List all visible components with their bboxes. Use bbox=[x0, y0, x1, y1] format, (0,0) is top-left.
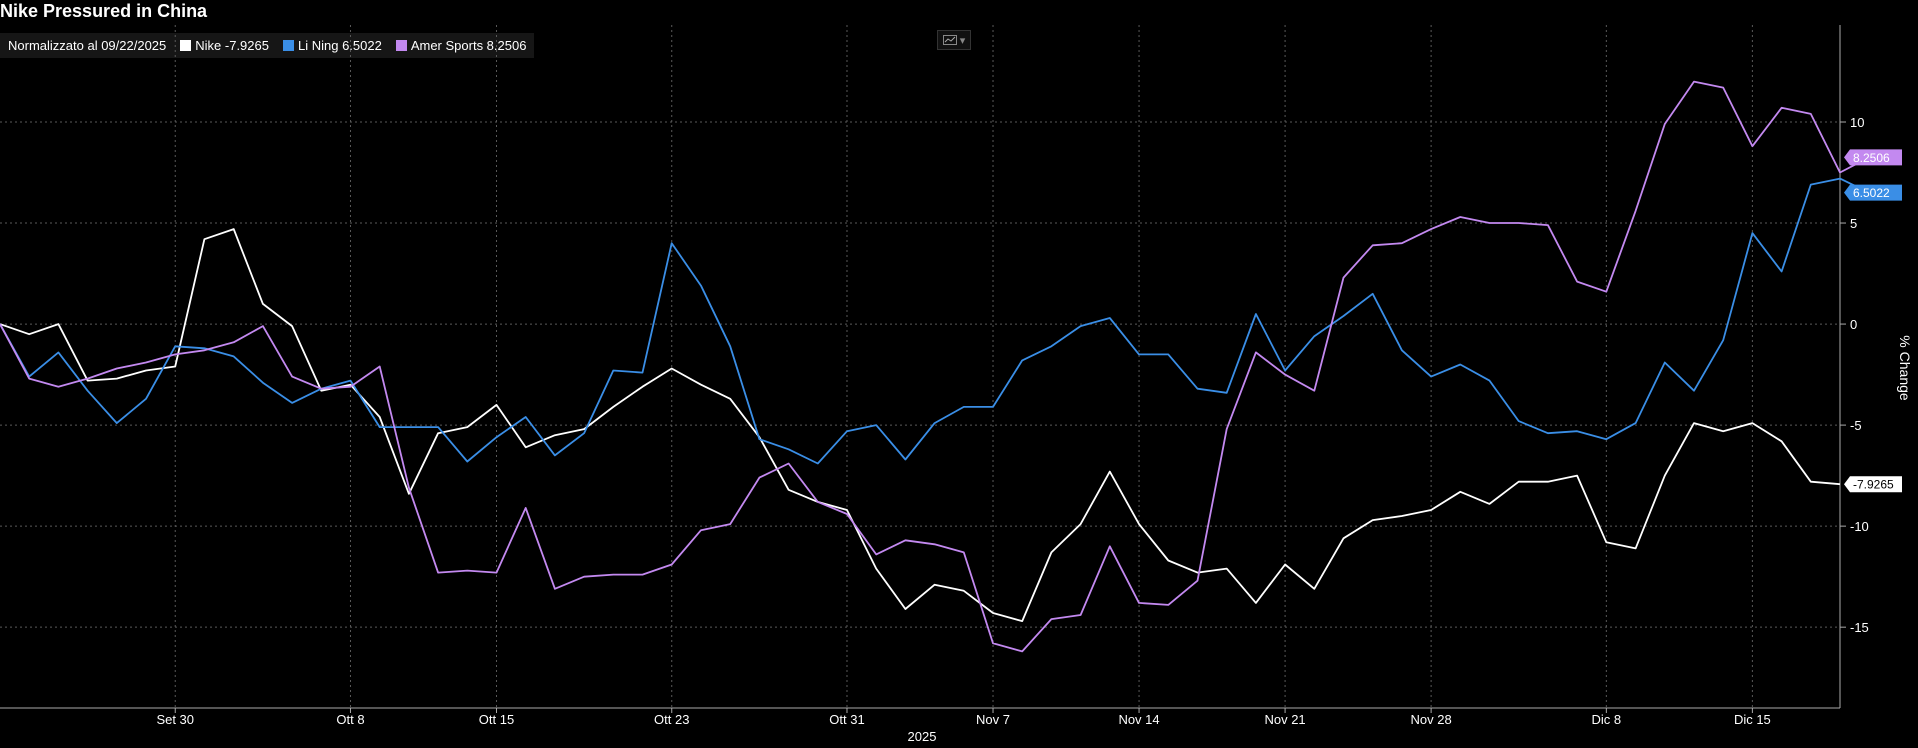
y-tick-label: -10 bbox=[1850, 519, 1869, 534]
x-tick-label: Nov 28 bbox=[1411, 712, 1452, 727]
legend-item-amer-sports[interactable]: Amer Sports 8.2506 bbox=[395, 38, 527, 53]
y-tick-label: -5 bbox=[1850, 418, 1862, 433]
last-value-tag-nike: -7.9265 bbox=[1844, 476, 1902, 493]
y-tick-label: 5 bbox=[1850, 216, 1857, 231]
x-tick-label: Ott 8 bbox=[336, 712, 364, 727]
series-line-nike[interactable] bbox=[0, 228, 1841, 622]
x-tick-label: Ott 31 bbox=[829, 712, 864, 727]
legend-swatch-li-ning bbox=[282, 40, 294, 51]
series-line-li-ning[interactable] bbox=[0, 177, 1870, 465]
x-tick-label: Set 30 bbox=[156, 712, 194, 727]
last-value-tag-li-ning: 6.5022 bbox=[1844, 184, 1902, 201]
x-tick-label: Dic 15 bbox=[1734, 712, 1771, 727]
last-value-tag-bg bbox=[1844, 149, 1902, 166]
series-line-amer-sports[interactable] bbox=[0, 80, 1870, 653]
x-tick-label: Nov 14 bbox=[1118, 712, 1159, 727]
legend-label-li-ning: Li Ning 6.5022 bbox=[297, 38, 382, 53]
chart-title: Nike Pressured in China bbox=[0, 1, 208, 21]
last-value-tag-label: -7.9265 bbox=[1853, 478, 1894, 492]
legend-item-li-ning[interactable]: Li Ning 6.5022 bbox=[282, 38, 382, 53]
x-tick-label: Ott 23 bbox=[654, 712, 689, 727]
y-tick-label: 10 bbox=[1850, 115, 1864, 130]
x-tick-label: Dic 8 bbox=[1592, 712, 1622, 727]
legend-swatch-amer-sports bbox=[395, 40, 407, 51]
last-value-tag-bg bbox=[1844, 476, 1902, 493]
chart-type-button[interactable]: ▾ bbox=[937, 30, 971, 50]
legend: Normalizzato al 09/22/2025 Nike -7.9265 … bbox=[0, 33, 535, 58]
last-value-tag-label: 8.2506 bbox=[1853, 151, 1890, 165]
x-tick-label: Nov 7 bbox=[976, 712, 1010, 727]
y-tick-label: 0 bbox=[1850, 317, 1857, 332]
x-tick-label: Ott 15 bbox=[479, 712, 514, 727]
y-tick-label: -15 bbox=[1850, 620, 1869, 635]
last-value-tag-amer-sports: 8.2506 bbox=[1844, 149, 1902, 166]
legend-label-amer-sports: Amer Sports 8.2506 bbox=[410, 38, 527, 53]
legend-item-nike[interactable]: Nike -7.9265 bbox=[180, 38, 269, 53]
last-value-tag-label: 6.5022 bbox=[1853, 186, 1890, 200]
x-tick-label: Nov 21 bbox=[1264, 712, 1305, 727]
last-value-tag-bg bbox=[1844, 184, 1902, 201]
legend-swatch-nike bbox=[180, 40, 192, 51]
y-axis-label: % Change bbox=[1897, 335, 1913, 401]
legend-normalized-label: Normalizzato al 09/22/2025 bbox=[8, 38, 167, 53]
line-chart-icon bbox=[942, 35, 957, 45]
chevron-down-icon: ▾ bbox=[959, 34, 966, 47]
x-axis-label: 2025 bbox=[908, 729, 937, 744]
legend-label-nike: Nike -7.9265 bbox=[195, 38, 269, 53]
